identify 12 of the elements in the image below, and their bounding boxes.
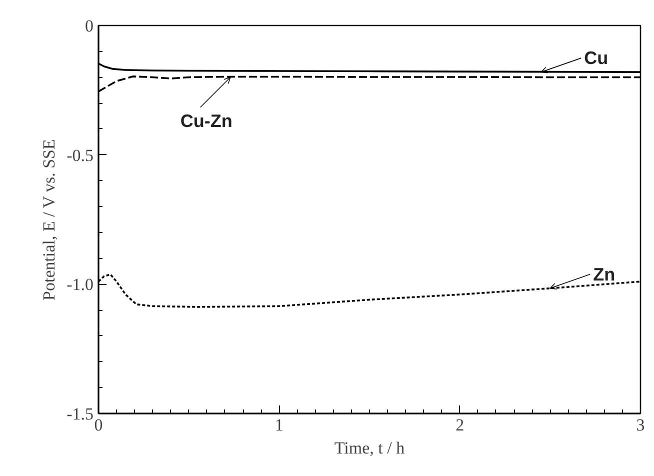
x-axis-title: Time, t / h <box>334 438 406 458</box>
y-tick-label: -0.5 <box>66 146 94 165</box>
x-tick-label: 1 <box>274 416 284 434</box>
annotation: Cu <box>584 48 608 68</box>
y-tick-label: -1.5 <box>66 404 94 424</box>
annotation: Zn <box>593 264 616 284</box>
x-tick-label: 3 <box>636 416 645 434</box>
y-tick-label: -1.0 <box>66 275 94 294</box>
y-tick-label: 0 <box>85 16 94 36</box>
y-axis-title: Potential, E / V vs. SSE <box>40 139 59 300</box>
x-tick-label: 2 <box>456 416 464 434</box>
annotation: Cu-Zn <box>180 111 232 132</box>
